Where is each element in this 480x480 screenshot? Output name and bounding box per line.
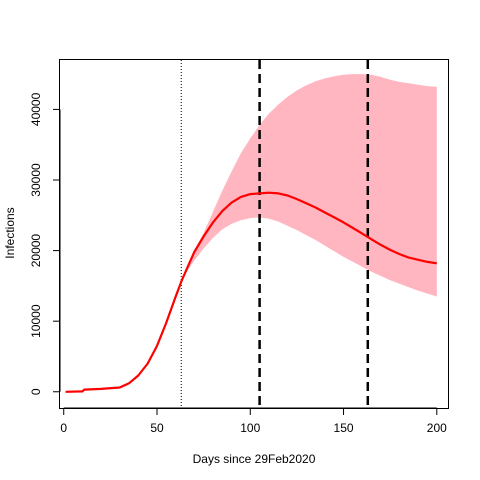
x-axis: 0 50 100 150 200 (60, 407, 447, 435)
uncertainty-band-layer (181, 74, 437, 297)
series-line-1 (65, 191, 437, 393)
y-tick-label: 0 (29, 388, 43, 395)
y-axis: 0 10000 20000 30000 40000 (29, 92, 61, 395)
x-tick-label: 100 (240, 421, 260, 435)
series-layer (65, 191, 437, 393)
x-axis-title: Days since 29Feb2020 (193, 452, 316, 466)
x-tick-label: 0 (60, 421, 67, 435)
x-tick-label: 150 (334, 421, 354, 435)
x-tick-label: 50 (150, 421, 164, 435)
y-axis-title: Infections (3, 207, 17, 258)
y-tick-label: 20000 (29, 234, 43, 268)
uncertainty-band (181, 74, 437, 297)
x-tick-label: 200 (427, 421, 447, 435)
y-tick-label: 10000 (29, 304, 43, 338)
y-tick-label: 30000 (29, 163, 43, 197)
reference-lines-layer (180, 60, 370, 408)
y-tick-label: 40000 (29, 92, 43, 126)
